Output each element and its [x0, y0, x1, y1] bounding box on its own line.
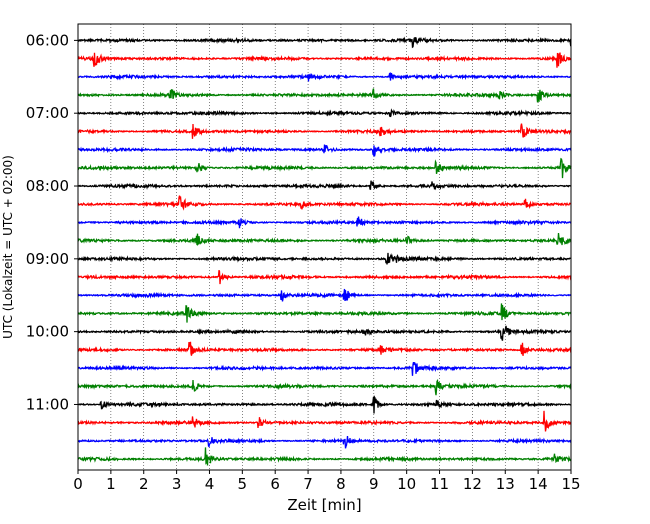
trace-line: [77, 447, 572, 466]
y-tick-label: 07:00: [26, 104, 69, 122]
x-tick-layer: 0 1 2 3 4 5 6 7 8 9 10 11 12 13 14 15: [73, 470, 581, 493]
trace-line: [77, 88, 572, 103]
trace-line: [77, 232, 572, 247]
trace-line: [77, 123, 572, 139]
trace-line: [77, 395, 572, 414]
trace-line: [77, 108, 572, 118]
trace-line: [77, 180, 572, 191]
trace-line: [77, 435, 572, 449]
trace-line: [77, 378, 572, 396]
trace-line: [77, 216, 572, 229]
trace-line: [77, 71, 572, 82]
trace-line: [77, 52, 572, 68]
trace-line: [77, 303, 572, 323]
y-tick-label: 09:00: [26, 250, 69, 268]
y-tick-label: 06:00: [26, 31, 69, 49]
trace-line: [77, 341, 572, 356]
x-tick-label: 12: [463, 475, 482, 493]
trace-layer: [77, 36, 572, 466]
trace-line: [77, 362, 572, 376]
x-tick-label: 7: [303, 475, 313, 493]
trace-line: [77, 157, 572, 179]
x-tick-label: 4: [205, 475, 215, 493]
trace-line: [77, 36, 572, 49]
trace-line: [77, 144, 572, 157]
x-tick-label: 15: [561, 475, 580, 493]
y-tick-layer: 06:00 07:00 08:00 09:00 10:00 11:00: [26, 31, 78, 413]
x-tick-label: 6: [270, 475, 280, 493]
x-tick-label: 14: [529, 475, 548, 493]
y-tick-label: 08:00: [26, 177, 69, 195]
y-tick-label: 10:00: [26, 323, 69, 341]
x-tick-label: 1: [106, 475, 116, 493]
y-tick-label: 11:00: [26, 395, 69, 413]
trace-line: [77, 269, 572, 285]
plot-frame: [77, 23, 572, 471]
x-tick-label: 11: [430, 475, 449, 493]
y-axis-label: UTC (Lokalzeit = UTC + 02:00): [1, 155, 15, 339]
trace-line: [77, 410, 572, 432]
x-axis-label: Zeit [min]: [287, 496, 361, 514]
x-tick-label: 0: [73, 475, 83, 493]
trace-line: [77, 252, 572, 265]
x-tick-label: 10: [397, 475, 416, 493]
trace-line: [77, 195, 572, 211]
trace-line: [77, 325, 572, 341]
x-tick-label: 13: [496, 475, 515, 493]
x-tick-label: 9: [369, 475, 379, 493]
x-tick-label: 5: [238, 475, 248, 493]
x-tick-label: 3: [172, 475, 182, 493]
x-tick-label: 2: [139, 475, 149, 493]
grid-layer: [110, 24, 539, 470]
x-tick-label: 8: [336, 475, 346, 493]
trace-line: [77, 288, 572, 302]
